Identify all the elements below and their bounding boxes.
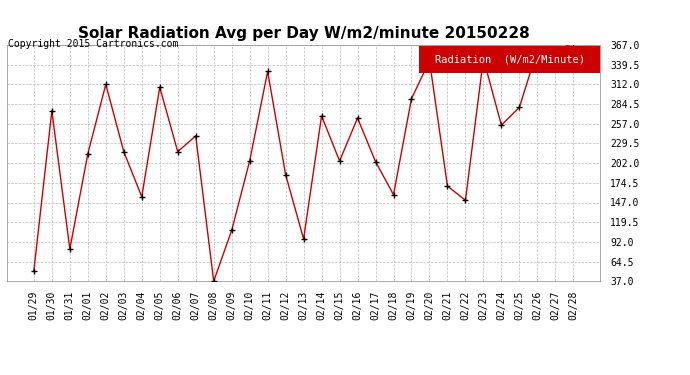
Text: Copyright 2015 Cartronics.com: Copyright 2015 Cartronics.com	[8, 39, 179, 50]
Title: Solar Radiation Avg per Day W/m2/minute 20150228: Solar Radiation Avg per Day W/m2/minute …	[78, 26, 529, 41]
